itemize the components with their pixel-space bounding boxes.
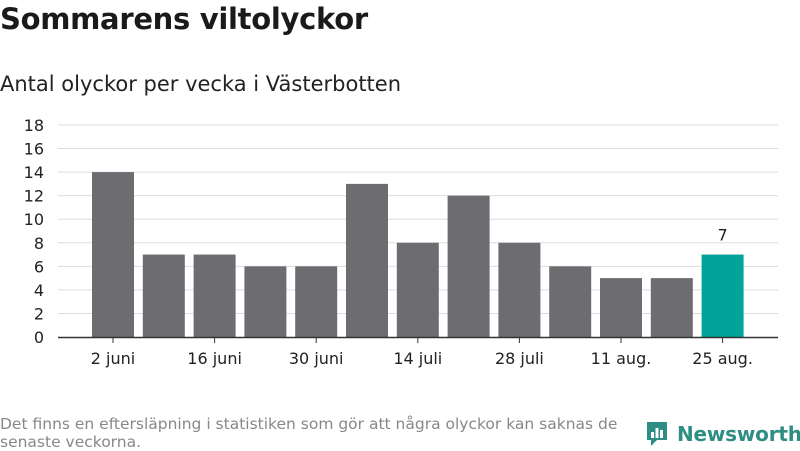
- bar: [244, 266, 287, 337]
- y-tick-label: 18: [24, 116, 44, 135]
- bar: [346, 183, 388, 337]
- y-tick-label: 16: [24, 140, 44, 159]
- bar: [92, 172, 134, 337]
- newsworthy-logo-icon: [647, 422, 667, 446]
- y-tick-label: 12: [24, 187, 44, 206]
- bar: [447, 195, 490, 337]
- x-tick-label: 16 juni: [187, 349, 242, 368]
- x-tick-label: 11 aug.: [591, 349, 652, 368]
- y-axis-ticks: 0 2 4 6 8 10 12 14 16 18: [24, 116, 44, 347]
- y-tick-label: 0: [34, 328, 44, 347]
- bar: [142, 254, 185, 337]
- y-tick-label: 6: [34, 257, 44, 276]
- bar: [701, 254, 744, 337]
- x-axis-ticks: 2 juni 16 juni 30 juni 14 juli 28 juli 11 aug…: [91, 337, 753, 368]
- x-tick-label: 30 juni: [289, 349, 344, 368]
- bars: [92, 172, 744, 337]
- footnote: Det finns en eftersläpning i statistiken…: [0, 415, 618, 451]
- brand-logo: Newsworthy: [645, 420, 800, 448]
- bar: [549, 266, 592, 337]
- chart-title: Sommarens viltolyckor: [0, 2, 368, 36]
- y-tick-label: 10: [24, 210, 44, 229]
- bar: [295, 266, 338, 337]
- bar: [650, 278, 693, 337]
- y-tick-label: 4: [34, 281, 44, 300]
- bar-chart: 0 2 4 6 8 10 12 14 16 18 7 2 juni 16 juni 30 juni 14…: [24, 116, 778, 368]
- x-tick-label: 2 juni: [91, 349, 135, 368]
- data-label: 7: [718, 226, 728, 245]
- bar: [193, 254, 236, 337]
- brand-name: Newsworthy: [677, 422, 800, 446]
- bar: [498, 242, 541, 337]
- y-tick-label: 14: [24, 163, 44, 182]
- bar: [396, 242, 439, 337]
- x-tick-label: 28 juli: [495, 349, 544, 368]
- chart-subtitle: Antal olyckor per vecka i Västerbotten: [0, 72, 402, 96]
- y-tick-label: 8: [34, 234, 44, 253]
- x-tick-label: 25 aug.: [692, 349, 753, 368]
- y-tick-label: 2: [34, 304, 44, 323]
- bar: [600, 278, 642, 337]
- x-tick-label: 14 juli: [393, 349, 442, 368]
- data-labels: 7: [718, 226, 728, 245]
